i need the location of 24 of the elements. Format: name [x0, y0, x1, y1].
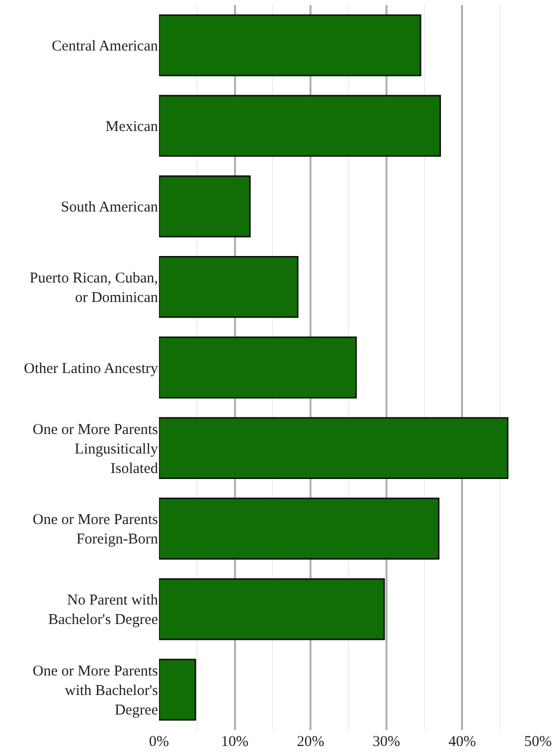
bar [159, 658, 196, 721]
y-tick-label: No Parent with Bachelor's Degree [48, 592, 158, 628]
x-tick-label: 20% [296, 734, 324, 750]
bar [159, 498, 440, 560]
y-tick-label: Puerto Rican, Cuban, or Dominican [30, 270, 158, 306]
y-tick-label: One or More Parents with Bachelor's Degree [32, 663, 158, 718]
x-tick-label: 10% [221, 734, 249, 750]
bar [159, 14, 422, 76]
y-tick-label: One or More Parents Foreign-Born [32, 512, 158, 548]
y-tick-label: South American [60, 200, 158, 216]
bar [159, 578, 385, 640]
bar [159, 417, 508, 480]
bar [159, 175, 251, 238]
y-tick-label: One or More Parents Lingusitically Isolated [32, 422, 158, 477]
x-tick-label: 30% [372, 734, 400, 750]
bar [159, 256, 298, 318]
x-tick-label: 50% [524, 734, 552, 750]
y-tick-label: Other Latino Ancestry [24, 360, 158, 377]
bar [159, 336, 357, 398]
x-tick-label: 40% [448, 734, 476, 750]
bar [159, 94, 441, 157]
y-tick-label: Central American [52, 38, 158, 55]
x-tick-label: 0% [149, 734, 169, 750]
y-tick-label: Mexican [106, 119, 158, 136]
